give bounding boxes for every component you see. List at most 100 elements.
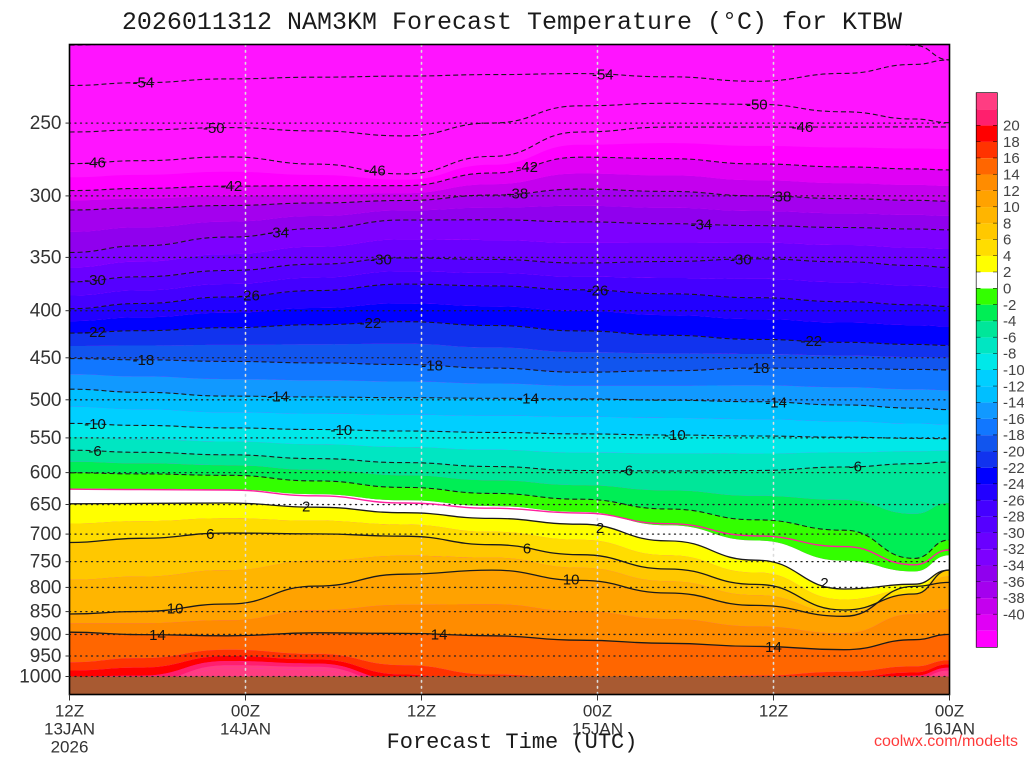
svg-text:-34: -34 — [690, 216, 712, 233]
svg-text:coolwx.com/modelts: coolwx.com/modelts — [874, 733, 1018, 750]
svg-text:2026011312 NAM3KM Forecast Tem: 2026011312 NAM3KM Forecast Temperature (… — [122, 8, 902, 37]
svg-text:-26: -26 — [238, 288, 260, 305]
svg-text:10: 10 — [167, 601, 184, 618]
svg-text:300: 300 — [30, 186, 62, 207]
svg-text:-24: -24 — [1003, 476, 1024, 493]
svg-text:600: 600 — [30, 463, 62, 484]
svg-text:-42: -42 — [221, 178, 243, 195]
svg-text:18: 18 — [1003, 134, 1020, 151]
svg-text:-6: -6 — [1003, 329, 1016, 346]
svg-text:-50: -50 — [203, 120, 225, 137]
svg-text:2: 2 — [596, 520, 604, 537]
svg-text:8: 8 — [1003, 215, 1011, 232]
svg-text:-8: -8 — [1003, 346, 1016, 363]
svg-text:-38: -38 — [1003, 590, 1024, 607]
svg-text:-34: -34 — [1003, 558, 1024, 575]
svg-text:-10: -10 — [664, 427, 686, 444]
svg-text:-6: -6 — [88, 443, 101, 460]
svg-text:750: 750 — [30, 552, 62, 573]
svg-text:-16: -16 — [1003, 411, 1024, 428]
svg-text:12Z: 12Z — [55, 702, 84, 721]
svg-text:12Z: 12Z — [407, 702, 436, 721]
svg-text:-38: -38 — [507, 185, 529, 202]
svg-text:800: 800 — [30, 577, 62, 598]
svg-text:-18: -18 — [1003, 427, 1024, 444]
svg-text:-22: -22 — [84, 324, 106, 341]
svg-text:-54: -54 — [592, 66, 614, 83]
svg-text:850: 850 — [30, 602, 62, 623]
svg-text:4: 4 — [1003, 248, 1011, 265]
svg-text:-10: -10 — [84, 416, 106, 433]
svg-text:-26: -26 — [1003, 492, 1024, 509]
svg-text:650: 650 — [30, 495, 62, 516]
svg-text:-22: -22 — [1003, 460, 1024, 477]
svg-text:2026: 2026 — [51, 738, 89, 757]
svg-text:-28: -28 — [1003, 509, 1024, 526]
svg-text:-18: -18 — [748, 360, 770, 377]
svg-text:700: 700 — [30, 524, 62, 545]
svg-text:20: 20 — [1003, 118, 1020, 135]
svg-text:00Z: 00Z — [231, 702, 260, 721]
svg-text:6: 6 — [206, 526, 214, 543]
svg-text:950: 950 — [30, 646, 62, 667]
svg-text:13JAN: 13JAN — [44, 720, 95, 739]
svg-text:-32: -32 — [1003, 541, 1024, 558]
svg-text:-50: -50 — [746, 96, 768, 113]
svg-text:450: 450 — [30, 348, 62, 369]
svg-text:-30: -30 — [730, 251, 752, 268]
svg-text:-34: -34 — [267, 224, 289, 241]
svg-text:-6: -6 — [849, 459, 862, 476]
svg-text:10: 10 — [1003, 199, 1020, 216]
svg-text:500: 500 — [30, 390, 62, 411]
svg-text:-30: -30 — [1003, 525, 1024, 542]
svg-text:-46: -46 — [364, 163, 386, 180]
svg-text:-14: -14 — [765, 395, 787, 412]
svg-text:-4: -4 — [1003, 313, 1016, 330]
svg-text:-18: -18 — [421, 358, 443, 375]
svg-text:-14: -14 — [267, 389, 289, 406]
svg-text:6: 6 — [523, 541, 531, 558]
svg-text:250: 250 — [30, 113, 62, 134]
svg-text:2: 2 — [1003, 264, 1011, 281]
svg-text:00Z: 00Z — [583, 702, 612, 721]
svg-text:-30: -30 — [84, 272, 106, 289]
svg-text:14: 14 — [1003, 166, 1020, 183]
svg-text:550: 550 — [30, 428, 62, 449]
svg-text:900: 900 — [30, 624, 62, 645]
svg-text:6: 6 — [1003, 232, 1011, 249]
svg-text:350: 350 — [30, 247, 62, 268]
svg-text:-10: -10 — [331, 422, 353, 439]
svg-text:-38: -38 — [770, 189, 792, 206]
svg-text:2: 2 — [302, 499, 310, 516]
svg-text:-20: -20 — [1003, 443, 1024, 460]
svg-text:Forecast Time (UTC): Forecast Time (UTC) — [387, 730, 638, 755]
svg-text:14: 14 — [431, 626, 448, 643]
svg-text:-36: -36 — [1003, 574, 1024, 591]
svg-text:14: 14 — [149, 627, 166, 644]
svg-text:14: 14 — [765, 639, 782, 656]
svg-text:1000: 1000 — [19, 667, 61, 688]
svg-text:-26: -26 — [587, 283, 609, 300]
svg-text:14JAN: 14JAN — [220, 720, 271, 739]
svg-text:-2: -2 — [1003, 297, 1016, 314]
svg-text:-14: -14 — [1003, 395, 1024, 412]
svg-text:-46: -46 — [84, 155, 106, 172]
svg-text:10: 10 — [563, 571, 580, 588]
svg-text:-10: -10 — [1003, 362, 1024, 379]
svg-text:2: 2 — [820, 575, 828, 592]
svg-text:-40: -40 — [1003, 606, 1024, 623]
svg-text:-22: -22 — [800, 333, 822, 350]
svg-text:00Z: 00Z — [935, 702, 964, 721]
svg-text:-12: -12 — [1003, 378, 1024, 395]
svg-text:-30: -30 — [370, 252, 392, 269]
svg-text:-14: -14 — [517, 391, 539, 408]
svg-text:-22: -22 — [360, 315, 382, 332]
svg-text:12Z: 12Z — [759, 702, 788, 721]
svg-text:0: 0 — [1003, 281, 1011, 298]
svg-text:-46: -46 — [792, 119, 814, 136]
svg-text:-42: -42 — [516, 159, 538, 176]
svg-text:-18: -18 — [133, 352, 155, 369]
svg-text:12: 12 — [1003, 183, 1020, 200]
svg-text:16: 16 — [1003, 150, 1020, 167]
svg-text:-54: -54 — [133, 75, 155, 92]
